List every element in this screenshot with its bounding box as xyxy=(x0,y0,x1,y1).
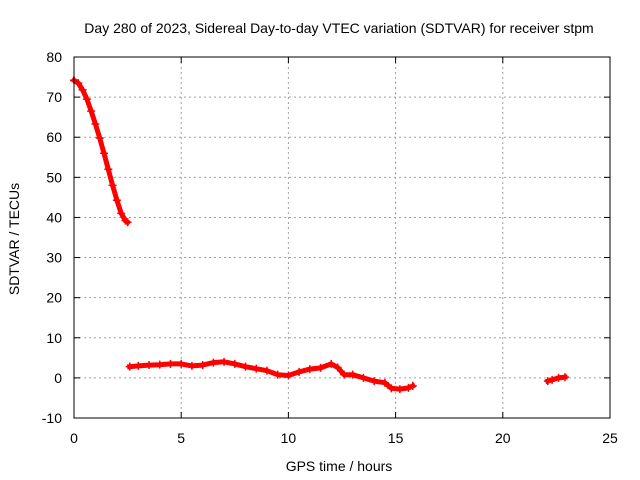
data-point xyxy=(408,381,417,390)
data-point xyxy=(295,367,304,376)
data-point xyxy=(134,361,143,370)
data-series xyxy=(70,76,569,394)
data-point xyxy=(230,359,239,368)
data-point xyxy=(395,385,404,394)
data-point xyxy=(82,95,91,104)
x-tick-label: 20 xyxy=(495,430,511,446)
data-point xyxy=(220,357,229,366)
data-point xyxy=(359,373,368,382)
data-point xyxy=(91,119,100,128)
y-tick-label: 40 xyxy=(46,209,62,225)
y-tick-label: 60 xyxy=(46,129,62,145)
data-point xyxy=(74,79,83,88)
y-axis-label: SDTVAR / TECUs xyxy=(6,183,22,295)
y-tick-label: 70 xyxy=(46,89,62,105)
data-point xyxy=(305,365,314,374)
data-point xyxy=(284,371,293,380)
data-point xyxy=(543,377,552,386)
data-point xyxy=(387,384,396,393)
axis-ticks: 0 5 10 15 20 25 -10 0 10 20 30 40 50 60 70 80 xyxy=(42,49,618,446)
y-tick-label: 80 xyxy=(46,49,62,65)
data-point xyxy=(273,370,282,379)
plot-frame xyxy=(73,56,611,419)
data-point xyxy=(548,375,557,384)
x-axis-label: GPS time / hours xyxy=(286,458,393,474)
data-point xyxy=(333,363,342,372)
data-point xyxy=(380,378,389,387)
data-point xyxy=(348,370,357,379)
data-point xyxy=(78,85,87,94)
data-point xyxy=(100,149,109,158)
data-point xyxy=(108,181,117,190)
data-point xyxy=(95,134,104,143)
data-point xyxy=(166,359,175,368)
data-point xyxy=(209,358,218,367)
data-point xyxy=(560,373,569,382)
data-point xyxy=(87,107,96,116)
data-point xyxy=(104,165,113,174)
data-point xyxy=(112,196,121,205)
x-tick-label: 15 xyxy=(388,430,404,446)
y-tick-label: 20 xyxy=(46,290,62,306)
chart-title: Day 280 of 2023, Sidereal Day-to-day VTE… xyxy=(84,20,593,36)
x-tick-label: 10 xyxy=(281,430,297,446)
data-point xyxy=(554,373,563,382)
y-tick-label: 50 xyxy=(46,169,62,185)
data-point xyxy=(177,359,186,368)
series-segment xyxy=(70,76,132,226)
data-point xyxy=(370,377,379,386)
data-point xyxy=(262,366,271,375)
series-segment xyxy=(126,359,417,392)
y-tick-label: -10 xyxy=(42,410,62,426)
grid-lines xyxy=(74,57,610,418)
data-point xyxy=(155,360,164,369)
x-tick-label: 5 xyxy=(177,430,185,446)
y-tick-label: 0 xyxy=(54,370,62,386)
y-tick-label: 30 xyxy=(46,250,62,266)
y-tick-label: 10 xyxy=(46,330,62,346)
data-point xyxy=(327,359,336,368)
x-tick-label: 25 xyxy=(602,430,618,446)
data-point xyxy=(340,370,349,379)
data-point xyxy=(241,362,250,371)
data-point xyxy=(404,383,413,392)
data-point xyxy=(187,361,196,370)
data-point xyxy=(117,209,126,218)
x-tick-label: 0 xyxy=(70,430,78,446)
data-point xyxy=(252,364,261,373)
data-point xyxy=(125,362,134,371)
data-point xyxy=(123,218,132,227)
data-point xyxy=(198,361,207,370)
data-point xyxy=(145,361,154,370)
data-point xyxy=(316,363,325,372)
